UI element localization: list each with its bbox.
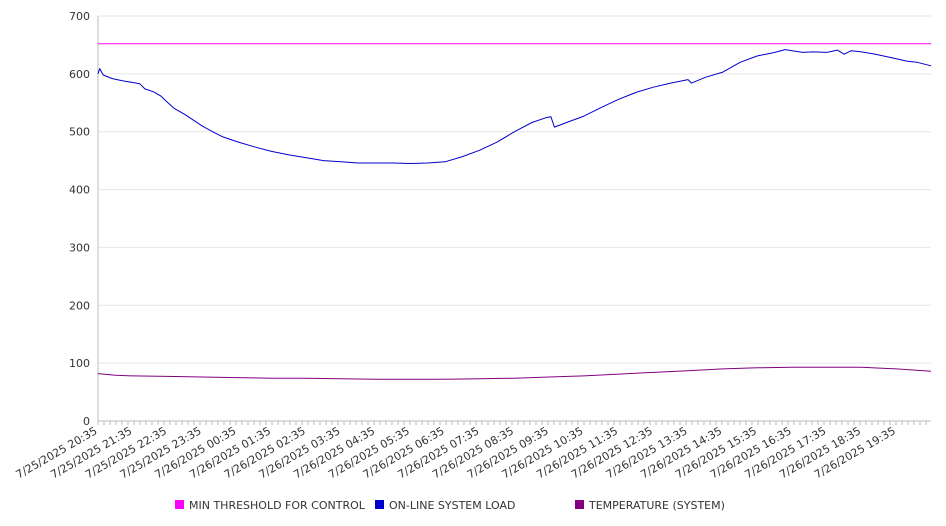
y-tick-label: 600 xyxy=(69,68,90,81)
legend-label: ON-LINE SYSTEM LOAD xyxy=(389,499,515,512)
legend-swatch xyxy=(575,500,584,509)
series-line-2 xyxy=(97,366,932,380)
legend-label: MIN THRESHOLD FOR CONTROL xyxy=(189,499,366,512)
series-lines xyxy=(97,43,932,380)
y-tick-label: 700 xyxy=(69,10,90,23)
series-line-1 xyxy=(97,49,932,164)
y-tick-label: 400 xyxy=(69,184,90,197)
y-tick-label: 200 xyxy=(69,299,90,312)
legend: MIN THRESHOLD FOR CONTROL ON-LINE SYSTEM … xyxy=(175,499,725,512)
legend-swatch xyxy=(175,500,184,509)
gridlines xyxy=(98,15,931,422)
y-tick-label: 100 xyxy=(69,357,90,370)
y-tick-label: 300 xyxy=(69,241,90,254)
y-tick-label: 0 xyxy=(83,415,90,428)
y-tick-label: 500 xyxy=(69,126,90,139)
legend-swatch xyxy=(375,500,384,509)
legend-label: TEMPERATURE (SYSTEM) xyxy=(588,499,725,512)
